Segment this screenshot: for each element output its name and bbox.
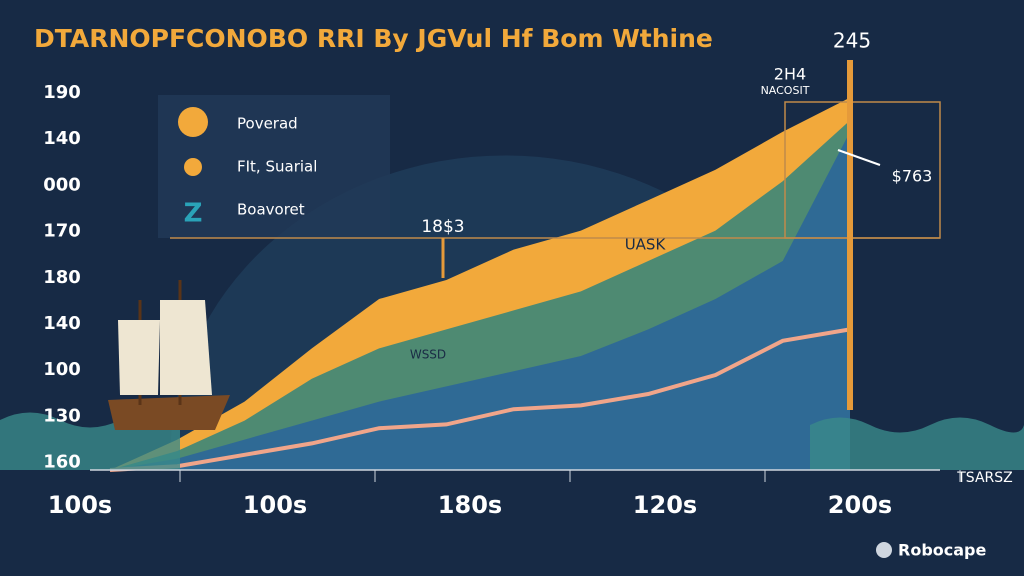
annotation: 18$3 <box>421 217 464 237</box>
footer-icon <box>876 542 892 558</box>
y-tick-label: 160 <box>43 452 81 473</box>
annotation: $763 <box>892 167 933 186</box>
footer: Robocape <box>898 541 986 560</box>
annotation: UASK <box>625 236 667 254</box>
x-tick-label: 100s <box>243 491 307 519</box>
legend-icon: Z <box>184 199 203 229</box>
annotation: 245 <box>833 29 871 53</box>
ship <box>108 280 230 430</box>
y-tick-label: 100 <box>43 359 81 380</box>
y-tick-label: 140 <box>43 313 81 334</box>
y-tick-label: 130 <box>43 405 81 426</box>
pole <box>847 60 853 410</box>
wave <box>810 417 1024 470</box>
x-tick-label: 120s <box>633 491 697 519</box>
pointer <box>837 149 881 166</box>
chart-title: DTARNOPFCONOBO RRI By JGVul Hf Bom Wthin… <box>34 24 713 53</box>
annotation: NACOSIT <box>761 84 810 97</box>
y-tick-label: 180 <box>43 267 81 288</box>
legend-icon <box>178 107 208 137</box>
y-tick-label: 170 <box>43 221 81 242</box>
x-tick-label: 180s <box>438 491 502 519</box>
y-tick-label: 190 <box>43 82 81 103</box>
x-tick-label: 200s <box>828 491 892 519</box>
y-tick-label: 140 <box>43 128 81 149</box>
annotation: WSSD <box>410 348 446 362</box>
line <box>109 327 851 472</box>
legend-label: Boavoret <box>237 201 305 219</box>
annotation: 2H4 <box>774 65 806 84</box>
legend-icon <box>184 158 202 176</box>
x-axis-title: TSARSZ <box>956 470 1012 486</box>
x-tick-label: 100s <box>48 491 112 519</box>
y-tick-label: 000 <box>43 174 81 195</box>
areas <box>109 97 851 472</box>
legend-label: FIt, Suarial <box>237 158 317 176</box>
area <box>110 131 850 471</box>
legend-label: Poverad <box>237 115 298 133</box>
